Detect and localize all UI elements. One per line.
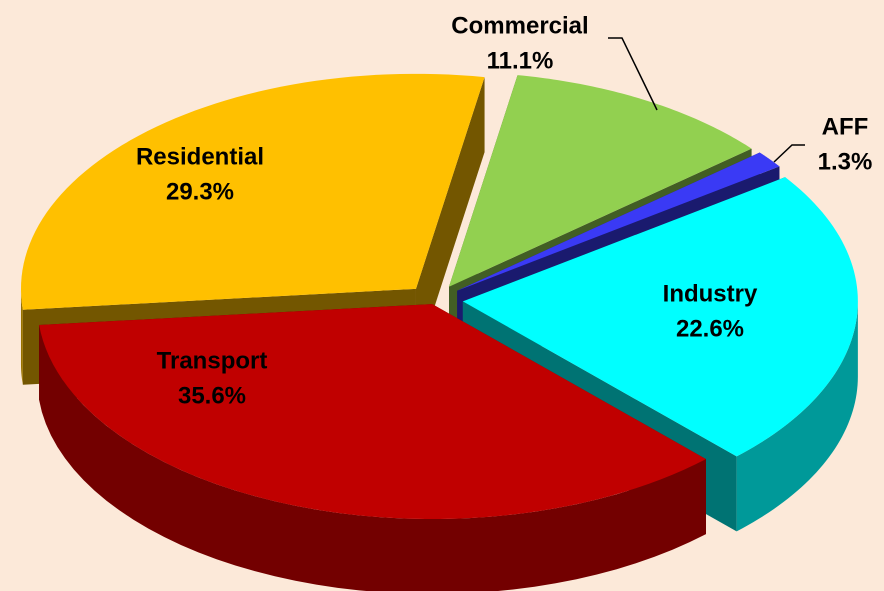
slice-wall [20, 288, 23, 385]
slice-top [457, 152, 780, 291]
slice-wall [736, 301, 858, 532]
slice-top [20, 73, 485, 310]
slice-label: Transport [157, 347, 268, 374]
leader-line [608, 37, 658, 111]
slice-label: Commercial [451, 12, 588, 39]
slice-top [462, 177, 858, 457]
slice-value-label: 1.3% [818, 148, 873, 175]
slice-value-label: 11.1% [487, 47, 554, 74]
leader-line [773, 144, 805, 163]
slice-side [415, 77, 485, 364]
slice-top [39, 304, 706, 520]
slice-label: Residential [136, 143, 264, 170]
slice-value-label: 29.3% [166, 178, 234, 205]
slice-label: AFF [822, 113, 869, 140]
slice [39, 304, 706, 591]
slice-wall [39, 325, 706, 591]
slice-label: Industry [663, 280, 758, 307]
slice-value-label: 35.6% [178, 382, 246, 409]
slice-top [449, 75, 752, 287]
slice-value-label: 22.6% [676, 315, 744, 342]
